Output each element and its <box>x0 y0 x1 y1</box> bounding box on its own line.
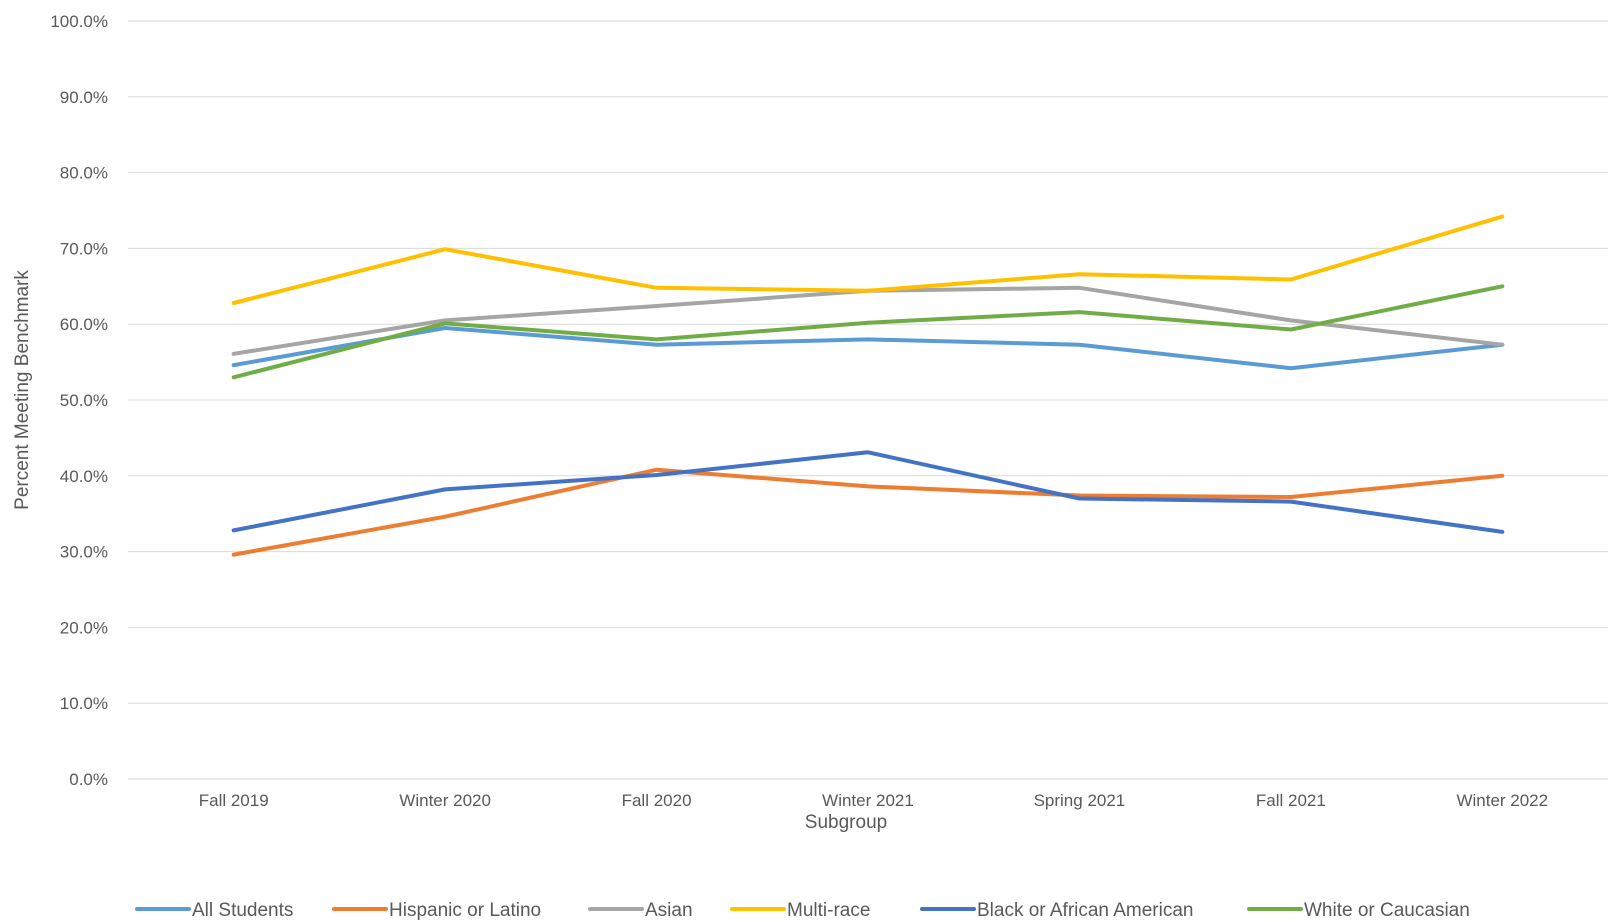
y-tick-label: 20.0% <box>60 618 108 637</box>
legend-label-asian: Asian <box>645 900 693 921</box>
x-tick-label: Winter 2022 <box>1456 791 1548 810</box>
y-tick-label: 10.0% <box>60 694 108 713</box>
x-tick-label: Winter 2020 <box>399 791 491 810</box>
y-tick-label: 0.0% <box>69 770 108 789</box>
legend-label-multi-race: Multi-race <box>787 900 870 921</box>
y-tick-label: 70.0% <box>60 239 108 258</box>
x-tick-label: Fall 2019 <box>199 791 269 810</box>
x-axis-tick-labels: Fall 2019 Winter 2020 Fall 2020 Winter 2021… <box>199 791 1548 810</box>
y-tick-label: 30.0% <box>60 543 108 562</box>
series-line-white-or-caucasian <box>231 284 1505 380</box>
series-line-black-or-african-american <box>231 450 1505 534</box>
series-line-multi-race <box>231 214 1505 305</box>
x-tick-label: Spring 2021 <box>1034 791 1126 810</box>
x-tick-label: Fall 2020 <box>622 791 692 810</box>
x-tick-label: Fall 2021 <box>1256 791 1326 810</box>
series-line-all-students <box>231 326 1505 371</box>
y-tick-label: 50.0% <box>60 391 108 410</box>
y-tick-label: 60.0% <box>60 315 108 334</box>
y-axis-title: Percent Meeting Benchmark <box>12 270 33 510</box>
legend-label-hispanic-or-latino: Hispanic or Latino <box>389 900 541 921</box>
legend-label-all-students: All Students <box>192 900 293 921</box>
legend: All Students Hispanic or Latino Asian Multi… <box>135 900 1470 921</box>
x-tick-label: Winter 2021 <box>822 791 914 810</box>
legend-label-black-or-african-american: Black or African American <box>977 900 1193 921</box>
series-line-hispanic-or-latino <box>231 467 1505 557</box>
legend-label-white-or-caucasian: White or Caucasian <box>1304 900 1470 921</box>
gridlines <box>128 20 1608 780</box>
y-tick-label: 90.0% <box>60 88 108 107</box>
x-axis-title: Subgroup <box>805 812 887 833</box>
series-lines <box>231 214 1505 557</box>
y-tick-label: 40.0% <box>60 467 108 486</box>
y-tick-label: 80.0% <box>60 164 108 183</box>
y-axis-tick-labels: 0.0% 10.0% 20.0% 30.0% 40.0% 50.0% 60.0% 70.0% 8… <box>50 12 108 789</box>
y-tick-label: 100.0% <box>50 12 108 31</box>
